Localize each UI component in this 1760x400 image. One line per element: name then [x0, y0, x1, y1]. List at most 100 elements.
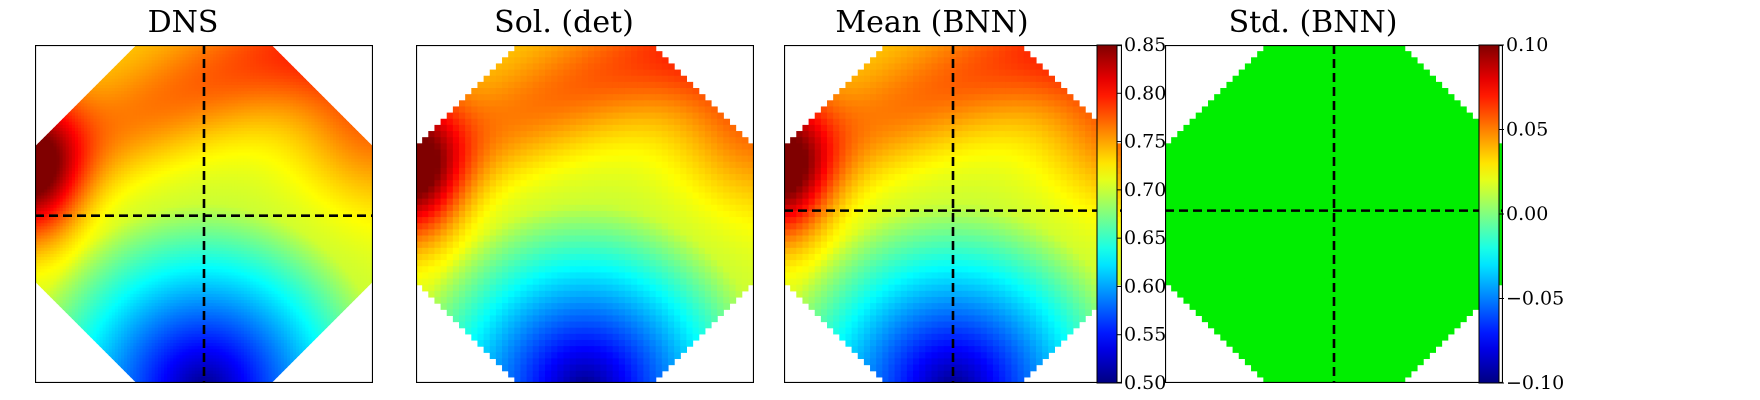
heatmap-cell [84, 183, 88, 187]
heatmap-cell [99, 303, 104, 307]
heatmap-cell [108, 112, 113, 117]
heatmap-cell [102, 97, 107, 101]
heatmap-cell [41, 373, 45, 378]
heatmap-cell [93, 137, 98, 141]
heatmap-cell [71, 364, 76, 369]
heatmap-cell [114, 161, 119, 166]
heatmap-cell [68, 63, 73, 68]
heatmap-cell [167, 198, 171, 203]
heatmap-cell [151, 155, 156, 160]
heatmap-cell [84, 306, 88, 310]
heatmap-cell [53, 161, 58, 166]
heatmap-cell [87, 346, 91, 350]
heatmap-cell [124, 284, 128, 289]
heatmap-cell [124, 361, 128, 366]
heatmap-cell [93, 72, 98, 77]
heatmap-cell [157, 115, 162, 120]
heatmap-cell [99, 217, 104, 221]
heatmap-cell [160, 60, 165, 65]
heatmap-cell [170, 63, 174, 68]
heatmap-cell [44, 158, 48, 163]
heatmap-cell [105, 376, 110, 381]
heatmap-cell [44, 143, 48, 147]
heatmap-cell [59, 275, 64, 280]
heatmap-cell [44, 269, 48, 273]
heatmap-cell [157, 296, 162, 301]
heatmap-cell [136, 367, 141, 372]
heatmap-cell [65, 94, 70, 98]
heatmap-cell [154, 244, 159, 249]
heatmap-cell [47, 220, 51, 224]
heatmap-cell [38, 306, 42, 310]
heatmap-cell [133, 241, 137, 246]
heatmap-cell [105, 84, 110, 89]
heatmap-cell [102, 272, 107, 277]
heatmap-cell [50, 272, 55, 277]
heatmap-cell [114, 284, 119, 289]
heatmap-cell [130, 84, 134, 89]
heatmap-cell [47, 88, 51, 92]
heatmap-cell [154, 263, 159, 267]
heatmap-cell [157, 100, 162, 104]
heatmap-cell [87, 327, 91, 332]
heatmap-cell [47, 170, 51, 175]
heatmap-cell [96, 103, 101, 108]
heatmap-cell [127, 303, 131, 307]
heatmap-cell [47, 78, 51, 83]
heatmap-cell [68, 349, 73, 353]
heatmap-cell [164, 339, 168, 344]
heatmap-cell [121, 66, 125, 71]
heatmap-cell [50, 275, 55, 280]
heatmap-cell [145, 48, 150, 52]
heatmap-cell [136, 361, 141, 366]
heatmap-cell [117, 207, 122, 212]
heatmap-cell [59, 253, 64, 258]
heatmap-cell [102, 155, 107, 160]
heatmap-cell [62, 238, 67, 243]
heatmap-cell [130, 367, 134, 372]
heatmap-cell [62, 198, 67, 203]
heatmap-cell [59, 309, 64, 313]
heatmap-cell [142, 103, 147, 108]
heatmap-cell [154, 315, 159, 320]
heatmap-cell [74, 352, 79, 356]
heatmap-cell [108, 281, 113, 286]
heatmap-cell [56, 66, 61, 71]
heatmap-cell [108, 207, 113, 212]
heatmap-cell [81, 69, 85, 74]
heatmap-cell [127, 207, 131, 212]
heatmap-cell [170, 195, 174, 200]
heatmap-cell [47, 198, 51, 203]
heatmap-cell [124, 312, 128, 316]
heatmap-cell [44, 152, 48, 157]
heatmap-cell [59, 143, 64, 147]
heatmap-cell [68, 358, 73, 363]
heatmap-cell [74, 339, 79, 344]
heatmap-cell [121, 226, 125, 230]
heatmap-cell [68, 330, 73, 335]
heatmap-cell [62, 253, 67, 258]
heatmap-cell [117, 170, 122, 175]
heatmap-cell [136, 373, 141, 378]
heatmap-cell [56, 127, 61, 132]
heatmap-cell [99, 376, 104, 381]
heatmap-cell [142, 272, 147, 277]
heatmap-cell [108, 109, 113, 114]
heatmap-cell [173, 60, 177, 65]
heatmap-cell [157, 247, 162, 252]
heatmap-cell [151, 250, 156, 255]
heatmap-cell [154, 161, 159, 166]
heatmap-cell [164, 164, 168, 169]
heatmap-cell [81, 121, 85, 126]
heatmap-cell [93, 312, 98, 316]
heatmap-cell [105, 180, 110, 184]
heatmap-cell [164, 241, 168, 246]
heatmap-cell [157, 293, 162, 298]
heatmap-cell [90, 278, 94, 283]
heatmap-cell [74, 226, 79, 230]
heatmap-cell [124, 324, 128, 329]
heatmap-cell [93, 339, 98, 344]
heatmap-cell [142, 177, 147, 181]
heatmap-cell [71, 91, 76, 95]
heatmap-cell [151, 170, 156, 175]
